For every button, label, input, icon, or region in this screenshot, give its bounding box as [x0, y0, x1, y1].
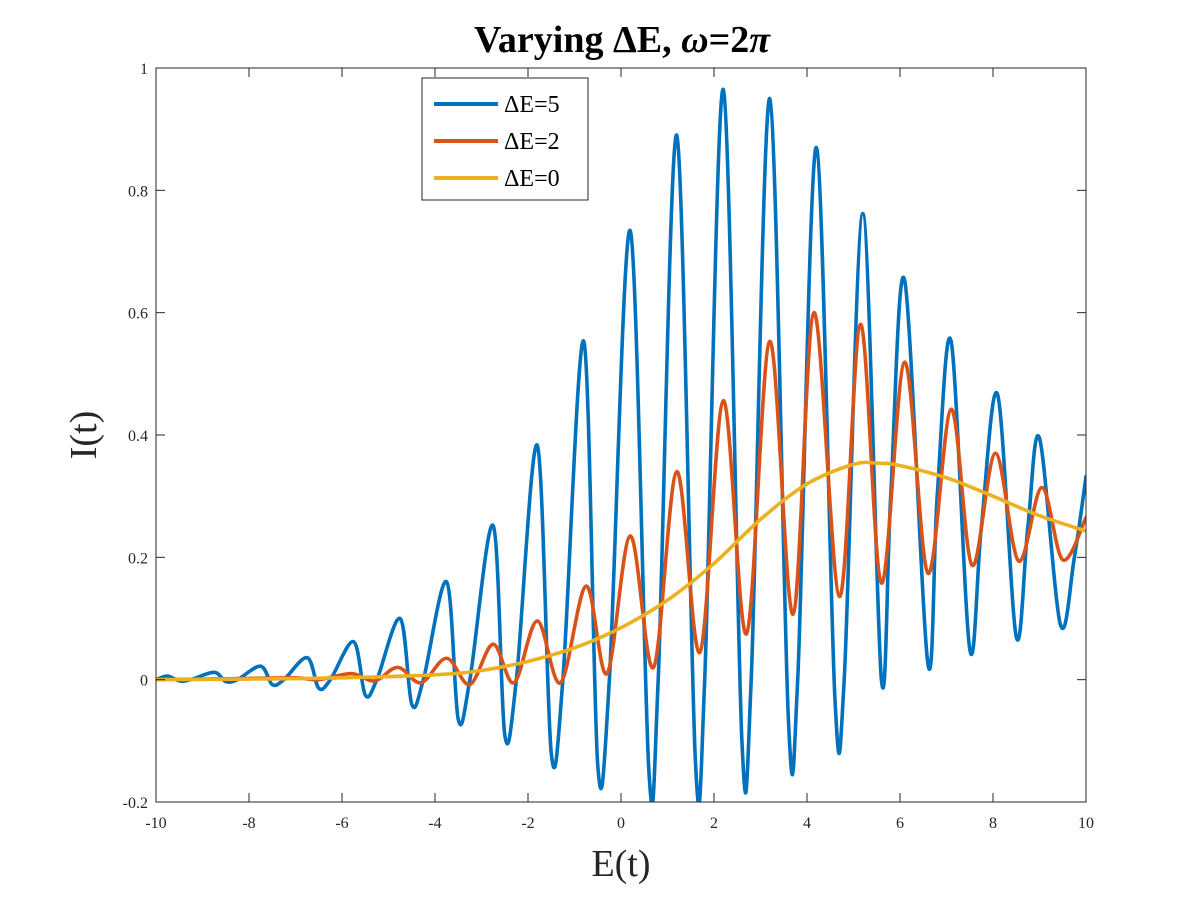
- legend-label-de5: ΔE=5: [504, 92, 560, 118]
- x-tick-label: 8: [989, 815, 997, 832]
- x-tick-label: -8: [242, 815, 255, 832]
- x-tick-label: 10: [1078, 815, 1094, 832]
- series-line-de0: [156, 460, 1086, 682]
- y-tick-label: -0.2: [123, 795, 148, 812]
- x-tick-label: -4: [428, 815, 441, 832]
- y-tick-label: 0.4: [128, 428, 148, 445]
- x-tick-label: 4: [803, 815, 811, 832]
- x-tick-label: -6: [335, 815, 348, 832]
- y-tick-label: 0: [140, 673, 148, 690]
- y-axis-label: I(t): [63, 411, 105, 460]
- x-tick-label: 6: [896, 815, 904, 832]
- y-tick-label: 0.2: [128, 550, 148, 567]
- tick-group: -10 -8 -6 -4 -2 0 2 4 6 8 10 -0.2 0 0.2 0.4 0.6 0.8 1: [123, 61, 1094, 832]
- chart-title: Varying ΔE, ω=2π: [474, 19, 771, 61]
- y-tick-label: 0.8: [128, 183, 148, 200]
- x-tick-label: 0: [617, 815, 625, 832]
- x-tick-label: 2: [710, 815, 718, 832]
- title-pi: π: [749, 19, 771, 61]
- legend-label-de0: ΔE=0: [504, 166, 560, 192]
- y-tick-label: 1: [140, 61, 148, 78]
- title-omega: ω: [681, 19, 708, 61]
- series-line-de2: [156, 310, 1086, 687]
- legend-label-de2: ΔE=2: [504, 129, 560, 155]
- title-suffix: =2: [709, 19, 750, 61]
- series-line-de5: [156, 87, 1086, 802]
- x-tick-label: -10: [145, 815, 166, 832]
- series-group: [156, 87, 1086, 802]
- x-axis-label: E(t): [591, 843, 650, 885]
- x-tick-label: -2: [521, 815, 534, 832]
- title-prefix: Varying ΔE,: [474, 19, 681, 61]
- legend: ΔE=5 ΔE=2 ΔE=0: [421, 77, 589, 201]
- plot-area: -10 -8 -6 -4 -2 0 2 4 6 8 10 -0.2 0 0.2 0.4 0.6 0.8 1: [123, 61, 1094, 832]
- y-tick-label: 0.6: [128, 306, 148, 323]
